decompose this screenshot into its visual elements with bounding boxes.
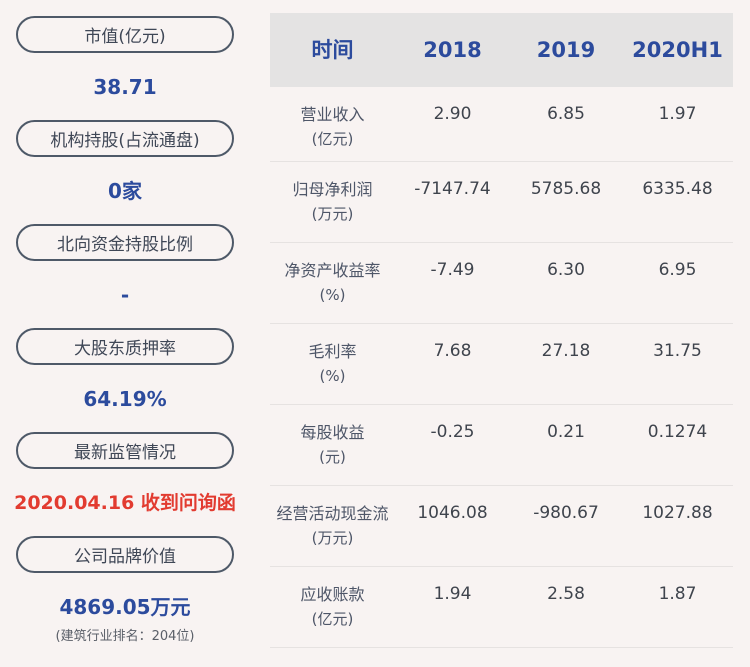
cell-value: 6335.48 (642, 179, 713, 199)
brand-value-rank-note: (建筑行业排名：204位) (55, 629, 195, 644)
header-cell-2020h1: 2020H1 (632, 38, 723, 62)
brand-value-pill: 公司品牌价值 (16, 536, 234, 573)
northbound-holding-pill: 北向资金持股比例 (16, 224, 234, 261)
table-row-receivables: 应收账款 (亿元) 1.94 2.58 1.87 (270, 567, 733, 648)
institution-holding-value: 0家 (108, 178, 142, 203)
brand-value-value: 4869.05万元 (59, 595, 191, 619)
cell-value: 31.75 (653, 341, 702, 361)
row-label: 毛利率 (308, 342, 357, 361)
table-row-net-profit: 归母净利润 (万元) -7147.74 5785.68 6335.48 (270, 162, 733, 243)
market-cap-value: 38.71 (93, 74, 157, 99)
cell-value: 1.87 (658, 584, 697, 604)
northbound-holding-label: 北向资金持股比例 (57, 235, 193, 255)
cell-value: 2.58 (547, 584, 585, 604)
row-label: 净资产收益率 (284, 261, 381, 280)
row-unit: (%) (319, 367, 346, 385)
regulation-status-label: 最新监管情况 (74, 443, 176, 463)
table-row-gross-margin: 毛利率 (%) 7.68 27.18 31.75 (270, 324, 733, 405)
row-unit: (亿元) (311, 130, 354, 148)
row-label: 应收账款 (300, 585, 365, 604)
institution-holding-pill: 机构持股(占流通盘) (16, 120, 234, 157)
stat-group-institution-holding: 机构持股(占流通盘) 0家 (0, 120, 250, 224)
row-unit: (亿元) (311, 610, 354, 628)
cell-value: 1046.08 (417, 503, 488, 523)
cell-value: 2.90 (433, 104, 472, 124)
cell-value: 27.18 (541, 341, 591, 361)
cell-value: -7.49 (430, 260, 475, 280)
row-label: 营业收入 (300, 105, 365, 124)
header-cell-time: 时间 (311, 38, 354, 62)
row-label: 归母净利润 (292, 180, 373, 199)
row-label: 每股收益 (300, 423, 365, 442)
table-row-roe: 净资产收益率 (%) -7.49 6.30 6.95 (270, 243, 733, 324)
stats-sidebar: 市值(亿元) 38.71 机构持股(占流通盘) 0家 北向资金持股比例 - (0, 0, 250, 644)
cell-value: 6.95 (658, 260, 697, 280)
row-label: 经营活动现金流 (276, 504, 389, 523)
table-row-eps: 每股收益 (元) -0.25 0.21 0.1274 (270, 405, 733, 486)
pledge-ratio-label: 大股东质押率 (74, 339, 176, 359)
row-unit: (元) (319, 448, 346, 466)
market-cap-label: 市值(亿元) (84, 27, 166, 47)
stat-group-northbound-holding: 北向资金持股比例 - (0, 224, 250, 328)
cell-value: 1027.88 (642, 503, 713, 523)
brand-value-label: 公司品牌价值 (74, 547, 176, 567)
regulation-status-pill: 最新监管情况 (16, 432, 234, 469)
row-unit: (万元) (311, 529, 354, 547)
stat-group-market-cap: 市值(亿元) 38.71 (0, 16, 250, 120)
stat-group-brand-value: 公司品牌价值 4869.05万元 (建筑行业排名：204位) (0, 536, 250, 644)
institution-holding-label: 机构持股(占流通盘) (50, 131, 200, 151)
regulation-status-value: 2020.04.16 收到问询函 (14, 491, 236, 514)
cell-value: 6.30 (547, 260, 585, 280)
financial-table: 时间 2018 2019 2020H1 营业收入 (亿元) 2.90 6.85 … (270, 13, 733, 648)
cell-value: 1.97 (658, 104, 697, 124)
cell-value: 7.68 (433, 341, 472, 361)
stat-group-pledge-ratio: 大股东质押率 64.19% (0, 328, 250, 432)
table-header-row: 时间 2018 2019 2020H1 (270, 13, 733, 87)
cell-value: 5785.68 (530, 179, 602, 199)
cell-value: 0.21 (547, 422, 585, 442)
market-cap-pill: 市值(亿元) (16, 16, 234, 53)
row-unit: (万元) (311, 205, 354, 223)
header-cell-2019: 2019 (536, 38, 596, 62)
table-row-revenue: 营业收入 (亿元) 2.90 6.85 1.97 (270, 87, 733, 162)
cell-value: 6.85 (547, 104, 585, 124)
stat-group-regulation-status: 最新监管情况 2020.04.16 收到问询函 (0, 432, 250, 536)
pledge-ratio-pill: 大股东质押率 (16, 328, 234, 365)
cell-value: -0.25 (430, 422, 475, 442)
cell-value: -980.67 (533, 503, 599, 523)
row-unit: (%) (319, 286, 346, 304)
pledge-ratio-value: 64.19% (83, 386, 167, 411)
header-cell-2018: 2018 (423, 38, 482, 62)
northbound-holding-value: - (120, 282, 130, 307)
cell-value: 1.94 (433, 584, 472, 604)
cell-value: -7147.74 (414, 179, 491, 199)
table-row-operating-cashflow: 经营活动现金流 (万元) 1046.08 -980.67 1027.88 (270, 486, 733, 567)
cell-value: 0.1274 (647, 422, 708, 442)
